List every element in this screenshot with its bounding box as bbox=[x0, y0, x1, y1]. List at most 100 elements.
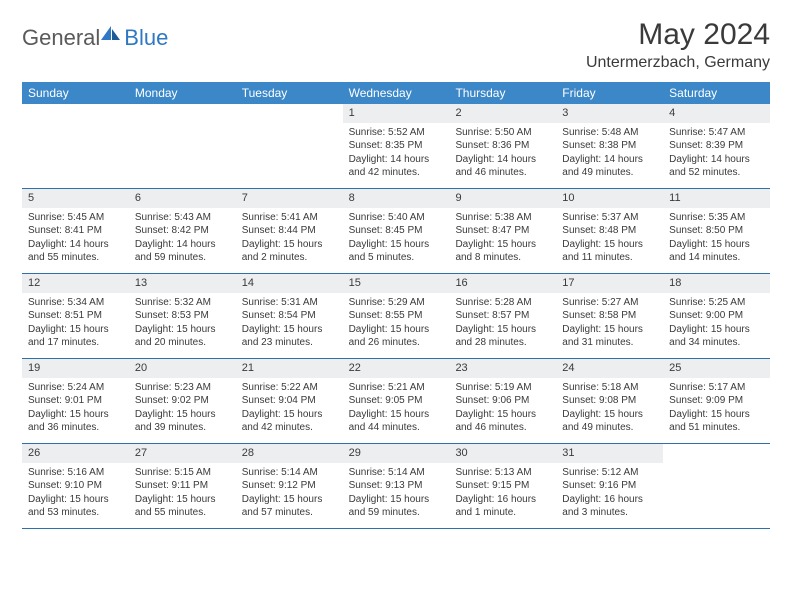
sunrise-text: Sunrise: 5:50 AM bbox=[455, 126, 550, 140]
calendar-day-cell: 7Sunrise: 5:41 AMSunset: 8:44 PMDaylight… bbox=[236, 189, 343, 273]
day-details: Sunrise: 5:28 AMSunset: 8:57 PMDaylight:… bbox=[449, 293, 556, 354]
calendar-day-cell: 17Sunrise: 5:27 AMSunset: 8:58 PMDayligh… bbox=[556, 274, 663, 358]
day-details: Sunrise: 5:17 AMSunset: 9:09 PMDaylight:… bbox=[663, 378, 770, 439]
calendar-day-cell: 4Sunrise: 5:47 AMSunset: 8:39 PMDaylight… bbox=[663, 104, 770, 188]
calendar-day-cell: 29Sunrise: 5:14 AMSunset: 9:13 PMDayligh… bbox=[343, 444, 450, 528]
day-number: 27 bbox=[129, 444, 236, 463]
location-subtitle: Untermerzbach, Germany bbox=[586, 54, 770, 72]
day-number: 24 bbox=[556, 359, 663, 378]
day-details: Sunrise: 5:50 AMSunset: 8:36 PMDaylight:… bbox=[449, 123, 556, 184]
calendar-day-cell bbox=[22, 104, 129, 188]
sunrise-text: Sunrise: 5:29 AM bbox=[349, 296, 444, 310]
sunset-text: Sunset: 8:45 PM bbox=[349, 224, 444, 238]
calendar-day-cell: 20Sunrise: 5:23 AMSunset: 9:02 PMDayligh… bbox=[129, 359, 236, 443]
calendar-day-cell: 3Sunrise: 5:48 AMSunset: 8:38 PMDaylight… bbox=[556, 104, 663, 188]
sunset-text: Sunset: 9:01 PM bbox=[28, 394, 123, 408]
calendar-day-cell: 11Sunrise: 5:35 AMSunset: 8:50 PMDayligh… bbox=[663, 189, 770, 273]
day-details: Sunrise: 5:14 AMSunset: 9:12 PMDaylight:… bbox=[236, 463, 343, 524]
daylight-text: Daylight: 15 hours and 14 minutes. bbox=[669, 238, 764, 265]
calendar-day-cell: 27Sunrise: 5:15 AMSunset: 9:11 PMDayligh… bbox=[129, 444, 236, 528]
day-number: 3 bbox=[556, 104, 663, 123]
daylight-text: Daylight: 15 hours and 49 minutes. bbox=[562, 408, 657, 435]
day-details bbox=[663, 460, 770, 467]
calendar-week-row: 26Sunrise: 5:16 AMSunset: 9:10 PMDayligh… bbox=[22, 444, 770, 529]
day-details: Sunrise: 5:31 AMSunset: 8:54 PMDaylight:… bbox=[236, 293, 343, 354]
day-details: Sunrise: 5:29 AMSunset: 8:55 PMDaylight:… bbox=[343, 293, 450, 354]
day-details: Sunrise: 5:16 AMSunset: 9:10 PMDaylight:… bbox=[22, 463, 129, 524]
day-number: 1 bbox=[343, 104, 450, 123]
day-number: 13 bbox=[129, 274, 236, 293]
day-number: 16 bbox=[449, 274, 556, 293]
daylight-text: Daylight: 15 hours and 8 minutes. bbox=[455, 238, 550, 265]
calendar-day-cell: 24Sunrise: 5:18 AMSunset: 9:08 PMDayligh… bbox=[556, 359, 663, 443]
weekday-header: Monday bbox=[129, 82, 236, 104]
day-details: Sunrise: 5:14 AMSunset: 9:13 PMDaylight:… bbox=[343, 463, 450, 524]
sunrise-text: Sunrise: 5:40 AM bbox=[349, 211, 444, 225]
day-number: 15 bbox=[343, 274, 450, 293]
calendar-day-cell bbox=[663, 444, 770, 528]
calendar-week-row: 5Sunrise: 5:45 AMSunset: 8:41 PMDaylight… bbox=[22, 189, 770, 274]
day-details: Sunrise: 5:52 AMSunset: 8:35 PMDaylight:… bbox=[343, 123, 450, 184]
logo-text-blue: Blue bbox=[124, 25, 168, 51]
day-details: Sunrise: 5:13 AMSunset: 9:15 PMDaylight:… bbox=[449, 463, 556, 524]
sunset-text: Sunset: 8:48 PM bbox=[562, 224, 657, 238]
weekday-header: Friday bbox=[556, 82, 663, 104]
sunrise-text: Sunrise: 5:22 AM bbox=[242, 381, 337, 395]
sunrise-text: Sunrise: 5:34 AM bbox=[28, 296, 123, 310]
sunset-text: Sunset: 8:38 PM bbox=[562, 139, 657, 153]
sunset-text: Sunset: 8:41 PM bbox=[28, 224, 123, 238]
day-number bbox=[663, 444, 770, 460]
day-details: Sunrise: 5:35 AMSunset: 8:50 PMDaylight:… bbox=[663, 208, 770, 269]
sunset-text: Sunset: 9:13 PM bbox=[349, 479, 444, 493]
day-number: 28 bbox=[236, 444, 343, 463]
daylight-text: Daylight: 15 hours and 28 minutes. bbox=[455, 323, 550, 350]
day-number: 14 bbox=[236, 274, 343, 293]
sunset-text: Sunset: 9:08 PM bbox=[562, 394, 657, 408]
day-details: Sunrise: 5:41 AMSunset: 8:44 PMDaylight:… bbox=[236, 208, 343, 269]
daylight-text: Daylight: 15 hours and 2 minutes. bbox=[242, 238, 337, 265]
day-details bbox=[22, 120, 129, 127]
day-number: 30 bbox=[449, 444, 556, 463]
day-number: 29 bbox=[343, 444, 450, 463]
day-details: Sunrise: 5:23 AMSunset: 9:02 PMDaylight:… bbox=[129, 378, 236, 439]
daylight-text: Daylight: 14 hours and 52 minutes. bbox=[669, 153, 764, 180]
sunset-text: Sunset: 8:54 PM bbox=[242, 309, 337, 323]
day-details: Sunrise: 5:48 AMSunset: 8:38 PMDaylight:… bbox=[556, 123, 663, 184]
sunrise-text: Sunrise: 5:12 AM bbox=[562, 466, 657, 480]
sunset-text: Sunset: 9:15 PM bbox=[455, 479, 550, 493]
daylight-text: Daylight: 15 hours and 17 minutes. bbox=[28, 323, 123, 350]
sunset-text: Sunset: 9:04 PM bbox=[242, 394, 337, 408]
sunrise-text: Sunrise: 5:43 AM bbox=[135, 211, 230, 225]
daylight-text: Daylight: 15 hours and 20 minutes. bbox=[135, 323, 230, 350]
sunrise-text: Sunrise: 5:35 AM bbox=[669, 211, 764, 225]
daylight-text: Daylight: 15 hours and 5 minutes. bbox=[349, 238, 444, 265]
daylight-text: Daylight: 15 hours and 53 minutes. bbox=[28, 493, 123, 520]
sunrise-text: Sunrise: 5:13 AM bbox=[455, 466, 550, 480]
sunset-text: Sunset: 8:58 PM bbox=[562, 309, 657, 323]
sunset-text: Sunset: 9:12 PM bbox=[242, 479, 337, 493]
sunrise-text: Sunrise: 5:24 AM bbox=[28, 381, 123, 395]
calendar-day-cell: 30Sunrise: 5:13 AMSunset: 9:15 PMDayligh… bbox=[449, 444, 556, 528]
sunrise-text: Sunrise: 5:38 AM bbox=[455, 211, 550, 225]
day-number: 2 bbox=[449, 104, 556, 123]
calendar-day-cell: 26Sunrise: 5:16 AMSunset: 9:10 PMDayligh… bbox=[22, 444, 129, 528]
calendar-day-cell: 22Sunrise: 5:21 AMSunset: 9:05 PMDayligh… bbox=[343, 359, 450, 443]
day-number: 5 bbox=[22, 189, 129, 208]
sunset-text: Sunset: 8:36 PM bbox=[455, 139, 550, 153]
daylight-text: Daylight: 14 hours and 49 minutes. bbox=[562, 153, 657, 180]
day-number: 25 bbox=[663, 359, 770, 378]
daylight-text: Daylight: 15 hours and 51 minutes. bbox=[669, 408, 764, 435]
day-details: Sunrise: 5:22 AMSunset: 9:04 PMDaylight:… bbox=[236, 378, 343, 439]
month-title: May 2024 bbox=[586, 18, 770, 52]
day-number: 22 bbox=[343, 359, 450, 378]
sunrise-text: Sunrise: 5:27 AM bbox=[562, 296, 657, 310]
day-details: Sunrise: 5:19 AMSunset: 9:06 PMDaylight:… bbox=[449, 378, 556, 439]
sunrise-text: Sunrise: 5:25 AM bbox=[669, 296, 764, 310]
calendar-day-cell bbox=[129, 104, 236, 188]
sunset-text: Sunset: 8:35 PM bbox=[349, 139, 444, 153]
daylight-text: Daylight: 15 hours and 55 minutes. bbox=[135, 493, 230, 520]
day-number: 23 bbox=[449, 359, 556, 378]
calendar-day-cell: 6Sunrise: 5:43 AMSunset: 8:42 PMDaylight… bbox=[129, 189, 236, 273]
daylight-text: Daylight: 14 hours and 46 minutes. bbox=[455, 153, 550, 180]
day-number bbox=[129, 104, 236, 120]
